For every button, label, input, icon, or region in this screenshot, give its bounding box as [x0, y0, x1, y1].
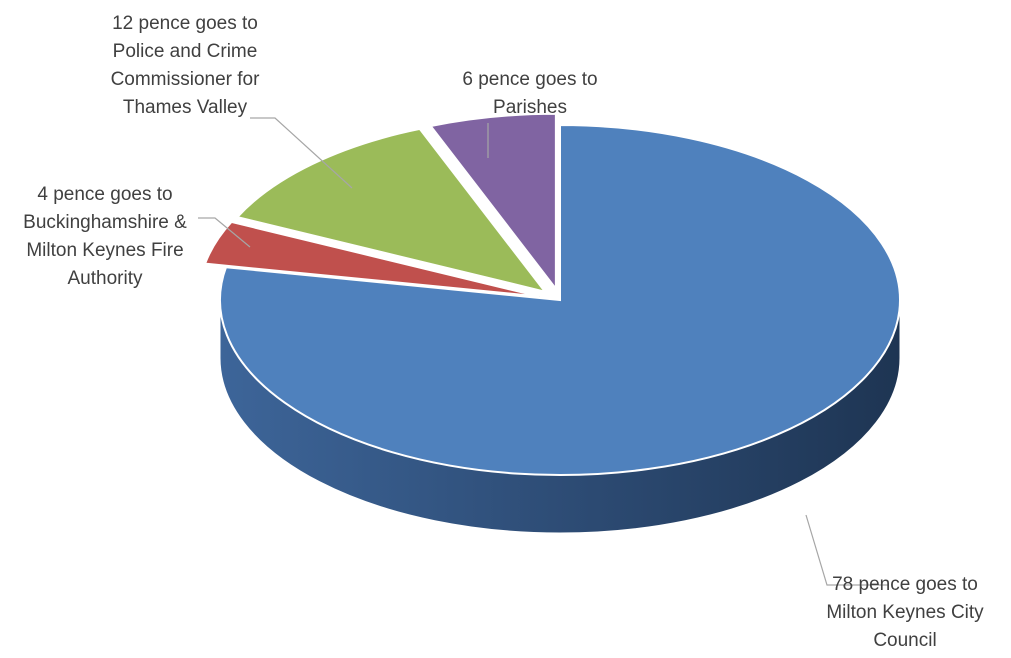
- leader-line: [805, 514, 888, 586]
- slice-label-line: 12 pence goes to: [112, 13, 258, 34]
- pie-slice: [235, 127, 548, 294]
- pie-slice: [428, 112, 557, 292]
- slice-label-line: 6 pence goes to: [462, 69, 597, 90]
- slice-label: 12 pence goes to Police and Crime Commissi…: [111, 13, 261, 118]
- slice-label-line: Milton Keynes City: [826, 602, 984, 623]
- slice-label-line: 78 pence goes to: [832, 574, 978, 595]
- slice-label-line: Police and Crime: [113, 41, 258, 62]
- slice-label-line: Buckinghamshire &: [23, 212, 187, 233]
- slice-label-line: Thames Valley: [123, 97, 248, 118]
- slice-label-line: Parishes: [493, 97, 567, 118]
- slice-label-line: Milton Keynes Fire: [26, 240, 183, 261]
- slice-label-line: Commissioner for: [111, 69, 261, 90]
- leader-line: [250, 117, 353, 189]
- pie-slice: [203, 220, 540, 298]
- slice-label: 6 pence goes to Parishes: [462, 69, 597, 118]
- slice-label: 4 pence goes to Buckinghamshire & Milton K…: [23, 184, 187, 289]
- slice-label-line: Council: [873, 630, 936, 651]
- slice-label-line: Authority: [68, 268, 143, 289]
- pie-slice: [219, 123, 901, 476]
- slice-label-line: 4 pence goes to: [37, 184, 172, 205]
- leader-line: [198, 217, 251, 248]
- slice-label: 78 pence goes to Milton Keynes City Counci…: [826, 574, 984, 651]
